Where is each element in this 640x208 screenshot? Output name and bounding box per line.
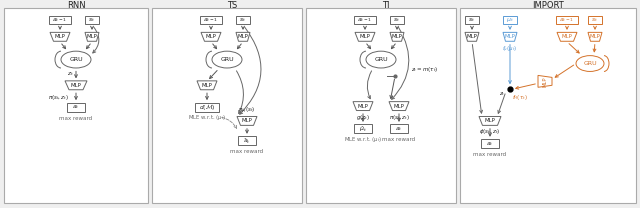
Polygon shape <box>465 32 479 41</box>
Text: max reward: max reward <box>60 116 93 121</box>
Bar <box>238 136 256 145</box>
Bar <box>556 16 578 25</box>
Bar <box>236 16 250 25</box>
Text: $f_H(\tau_t)$: $f_H(\tau_t)$ <box>512 93 528 102</box>
Text: $\mu_t$: $\mu_t$ <box>506 16 514 24</box>
Text: $\hat{\mu}_t$: $\hat{\mu}_t$ <box>359 124 367 134</box>
Text: $a_{t-1}$: $a_{t-1}$ <box>559 16 575 24</box>
Bar <box>49 16 71 25</box>
Bar <box>4 8 148 203</box>
Text: MLP: MLP <box>358 104 369 109</box>
Text: MLP: MLP <box>392 34 403 39</box>
Polygon shape <box>236 32 250 41</box>
Bar <box>200 16 222 25</box>
Polygon shape <box>201 32 221 41</box>
Ellipse shape <box>212 51 242 68</box>
Text: GRU: GRU <box>374 57 388 62</box>
Text: MLP: MLP <box>467 34 477 39</box>
Ellipse shape <box>61 51 91 68</box>
Bar <box>85 16 99 25</box>
Text: MLP: MLP <box>70 83 81 88</box>
Text: $\phi(s_t, z_t)$: $\phi(s_t, z_t)$ <box>479 127 500 136</box>
Text: MLP: MLP <box>205 34 216 39</box>
Text: MLP: MLP <box>504 34 515 39</box>
Text: MLP: MLP <box>241 118 252 123</box>
Text: $\pi(s_t, z_t)$: $\pi(s_t, z_t)$ <box>388 113 410 123</box>
Text: $s_t$: $s_t$ <box>394 16 401 24</box>
Polygon shape <box>50 32 70 41</box>
Text: $a_t$: $a_t$ <box>72 103 80 111</box>
Bar <box>195 103 219 111</box>
Text: $a_{t-1}$: $a_{t-1}$ <box>204 16 219 24</box>
Text: $d(\mathcal{M})$: $d(\mathcal{M})$ <box>198 102 215 112</box>
Text: MLP: MLP <box>360 34 371 39</box>
Bar <box>152 8 302 203</box>
Bar <box>390 16 404 25</box>
Text: GRU: GRU <box>69 57 83 62</box>
Polygon shape <box>65 81 87 90</box>
Polygon shape <box>389 102 409 110</box>
Text: $a_t$: $a_t$ <box>486 140 494 148</box>
Text: MLP: MLP <box>394 104 404 109</box>
Bar <box>588 16 602 25</box>
Text: $s_t$: $s_t$ <box>468 16 476 24</box>
Bar <box>390 124 408 133</box>
Polygon shape <box>588 32 602 41</box>
Polygon shape <box>557 32 577 41</box>
Text: $z_t = m(\tau_t)$: $z_t = m(\tau_t)$ <box>411 65 438 74</box>
Polygon shape <box>355 32 375 41</box>
Text: MLP: MLP <box>484 118 495 123</box>
Text: $a_t$: $a_t$ <box>395 125 403 133</box>
Bar <box>503 16 517 25</box>
Bar <box>354 124 372 133</box>
Text: MLP: MLP <box>54 34 65 39</box>
Polygon shape <box>197 81 217 90</box>
Text: $s_t$: $s_t$ <box>239 16 246 24</box>
Polygon shape <box>353 102 373 110</box>
Text: MLE w.r.t. $(\mu_t)$: MLE w.r.t. $(\mu_t)$ <box>188 113 226 123</box>
Text: $s_t$: $s_t$ <box>591 16 598 24</box>
Text: MLE w.r.t. $(\mu_t)$: MLE w.r.t. $(\mu_t)$ <box>344 135 382 144</box>
Text: MLP: MLP <box>237 34 248 39</box>
Bar <box>306 8 456 203</box>
Polygon shape <box>479 116 501 125</box>
Text: max reward: max reward <box>383 137 415 142</box>
Text: $\pi(s_t, z_t)$: $\pi(s_t, z_t)$ <box>47 93 68 102</box>
Text: MLP: MLP <box>589 34 600 39</box>
Text: RNN: RNN <box>67 1 85 10</box>
Bar <box>67 103 85 111</box>
Polygon shape <box>85 32 99 41</box>
Text: $f_\mu(\mu_t)$: $f_\mu(\mu_t)$ <box>502 45 518 55</box>
Bar <box>481 139 499 148</box>
Text: MLP: MLP <box>202 83 212 88</box>
Text: $\hat{a}_t$: $\hat{a}_t$ <box>243 136 251 146</box>
Text: MLP: MLP <box>543 76 547 87</box>
Polygon shape <box>503 32 517 41</box>
Polygon shape <box>390 32 404 41</box>
Text: $z_t$: $z_t$ <box>499 90 505 98</box>
Text: TS: TS <box>227 1 237 10</box>
Bar <box>460 8 636 203</box>
Text: $g(z_t)$: $g(z_t)$ <box>356 113 370 123</box>
Text: GRU: GRU <box>583 61 597 66</box>
Text: $a_{t-1}$: $a_{t-1}$ <box>52 16 68 24</box>
Text: $z_t$: $z_t$ <box>67 71 74 78</box>
Polygon shape <box>237 116 257 125</box>
Text: GRU: GRU <box>220 57 234 62</box>
Text: max reward: max reward <box>230 149 264 154</box>
Text: MLP: MLP <box>561 34 572 39</box>
Ellipse shape <box>576 56 604 72</box>
Text: TI: TI <box>382 1 390 10</box>
Text: MLP: MLP <box>86 34 97 39</box>
Text: $a_{t-1}$: $a_{t-1}$ <box>357 16 372 24</box>
Text: max reward: max reward <box>474 152 507 157</box>
Bar <box>465 16 479 25</box>
Bar <box>354 16 376 25</box>
Polygon shape <box>538 76 552 87</box>
Text: IMPORT: IMPORT <box>532 1 564 10</box>
Ellipse shape <box>366 51 396 68</box>
Text: $\pi_{\hat{\mu}_t}(s_t)$: $\pi_{\hat{\mu}_t}(s_t)$ <box>238 106 256 116</box>
Text: $s_t$: $s_t$ <box>88 16 95 24</box>
